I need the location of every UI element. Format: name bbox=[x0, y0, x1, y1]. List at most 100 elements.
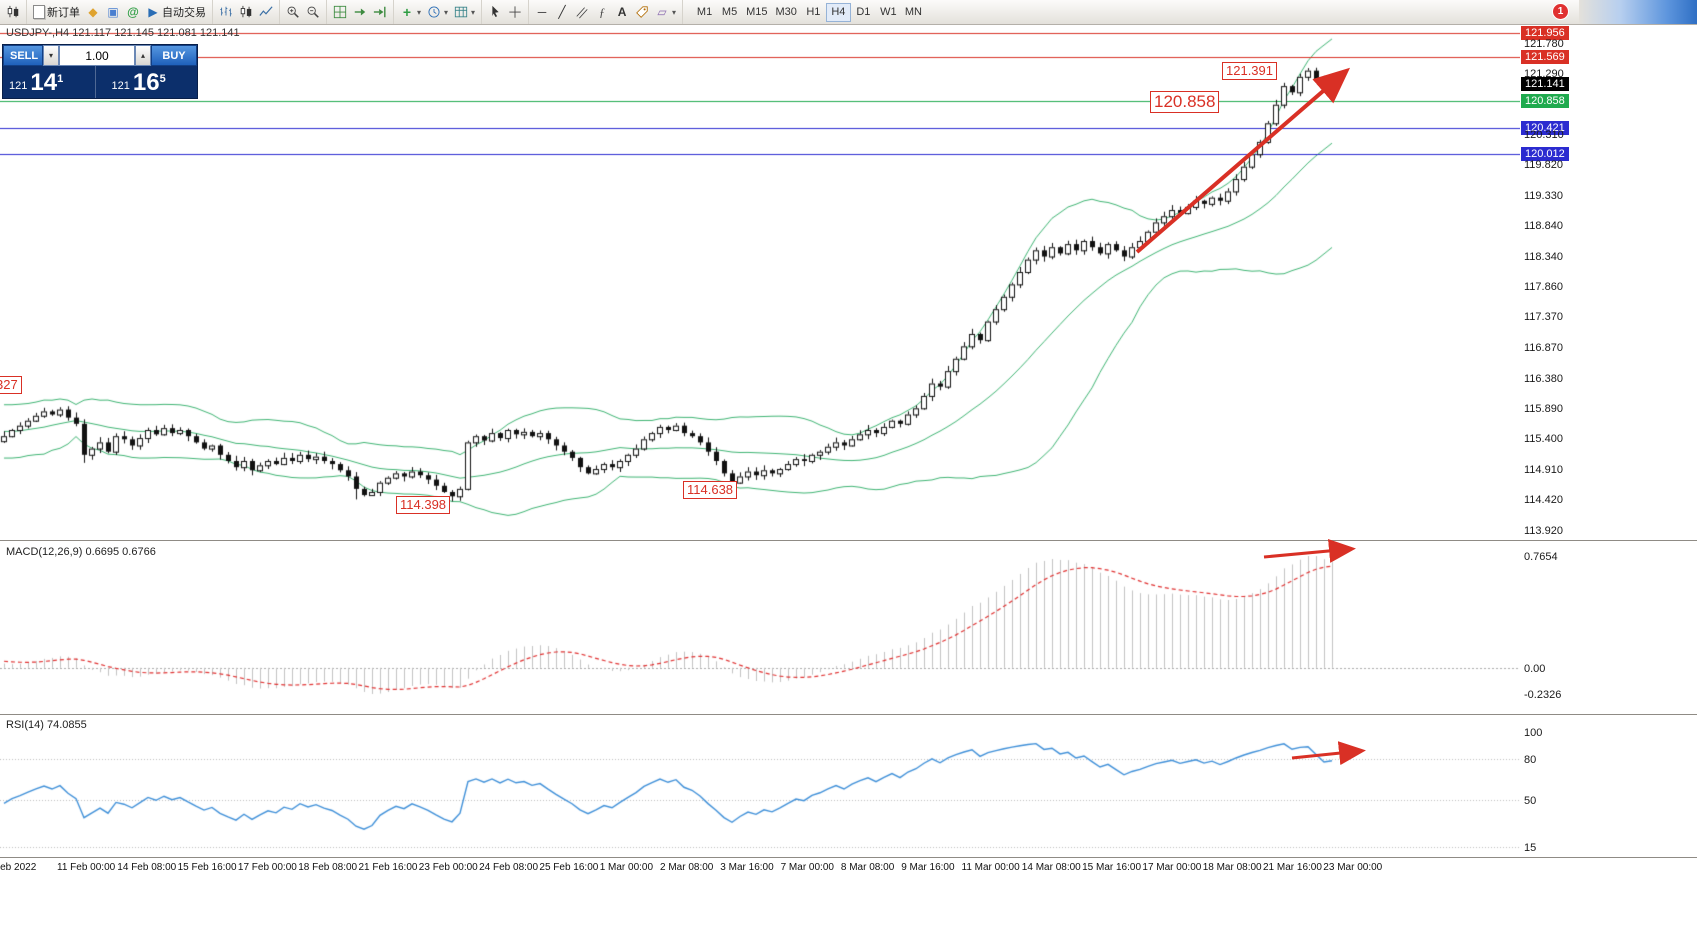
panel-separator[interactable] bbox=[0, 714, 1697, 717]
time-axis-label: 23 Feb 00:00 bbox=[418, 862, 478, 873]
timeframe-h1[interactable]: H1 bbox=[801, 3, 826, 22]
profiles-button[interactable]: ▣ bbox=[103, 2, 123, 22]
zoom-out-button[interactable] bbox=[303, 2, 323, 22]
price-axis-label: 115.400 bbox=[1524, 433, 1563, 446]
price-axis-label: 118.340 bbox=[1524, 251, 1563, 264]
sell-button[interactable]: SELL bbox=[3, 45, 43, 66]
trend-line-icon: ╱ bbox=[558, 5, 566, 19]
price-level-label-red: 121.956 bbox=[1521, 26, 1569, 41]
price-level-label-blue: 120.012 bbox=[1521, 146, 1569, 161]
line-chart-icon bbox=[259, 6, 273, 16]
auto-scroll-button[interactable] bbox=[350, 2, 370, 22]
new-document-icon bbox=[33, 5, 45, 19]
chart-annotation-label[interactable]: 327 bbox=[0, 376, 22, 394]
shapes-button[interactable]: ▱ ▾ bbox=[652, 2, 679, 22]
current-price-label: 121.141 bbox=[1521, 76, 1569, 91]
buy-button[interactable]: BUY bbox=[151, 45, 197, 66]
chart-annotation-label[interactable]: 121.391 bbox=[1222, 62, 1277, 80]
timeframe-m5[interactable]: M5 bbox=[717, 3, 742, 22]
time-axis-label: 18 Mar 08:00 bbox=[1202, 862, 1262, 873]
sell-price-pip: 1 bbox=[57, 73, 64, 85]
crosshair-button[interactable] bbox=[505, 2, 525, 22]
timeframe-h4[interactable]: H4 bbox=[825, 2, 851, 22]
notification-badge[interactable]: 1 bbox=[1552, 3, 1569, 20]
channel-icon bbox=[576, 7, 588, 19]
rsi-panel-canvas[interactable] bbox=[0, 716, 1520, 857]
zoom-in-button[interactable] bbox=[283, 2, 303, 22]
chart-window-button[interactable] bbox=[3, 2, 23, 22]
channel-button[interactable] bbox=[572, 2, 592, 22]
volume-increase-button[interactable]: ▴ bbox=[135, 45, 151, 66]
price-axis-label: 113.920 bbox=[1524, 525, 1563, 537]
toolbar-groups: 新订单 ◆ ▣ @ ▶ 自动交易 + ▾ ▾ ▾ ─ ╱ ƒ A ▱ ▾ bbox=[0, 0, 684, 24]
panel-separator[interactable] bbox=[0, 857, 1697, 860]
favorites-button[interactable]: ◆ bbox=[83, 2, 103, 22]
rsi-axis-label: 15 bbox=[1524, 841, 1537, 854]
panel-separator[interactable] bbox=[0, 540, 1697, 543]
timeframe-mn[interactable]: MN bbox=[901, 3, 926, 22]
time-axis-label: 7 Mar 00:00 bbox=[780, 862, 834, 873]
time-axis-label: 17 Feb 00:00 bbox=[237, 862, 297, 873]
tile-windows-button[interactable] bbox=[330, 2, 350, 22]
price-chart-canvas[interactable] bbox=[0, 24, 1520, 540]
grid-icon bbox=[454, 6, 468, 18]
timeframe-m30[interactable]: M30 bbox=[771, 3, 800, 22]
label-button[interactable] bbox=[632, 2, 652, 22]
time-axis-label: 9 Mar 16:00 bbox=[901, 862, 955, 873]
auto-trading-button[interactable]: ▶ 自动交易 bbox=[143, 2, 209, 22]
chevron-down-icon: ▾ bbox=[672, 7, 677, 17]
auto-scroll-icon bbox=[354, 8, 366, 16]
timeframe-m1[interactable]: M1 bbox=[692, 3, 717, 22]
diamond-icon: ◆ bbox=[88, 5, 98, 19]
tile-windows-icon bbox=[333, 5, 347, 19]
chart-bars-button[interactable] bbox=[216, 2, 236, 22]
toolbar-group bbox=[482, 0, 530, 24]
timeframe-m15[interactable]: M15 bbox=[742, 3, 771, 22]
profiles-icon: ▣ bbox=[107, 5, 119, 19]
price-axis-label: 120.310 bbox=[1524, 129, 1564, 142]
volume-input[interactable] bbox=[59, 45, 135, 66]
macd-axis-max: 0.7654 bbox=[1524, 551, 1558, 563]
crosshair-icon bbox=[509, 6, 521, 18]
toolbar-group bbox=[0, 0, 27, 24]
chart-annotation-label[interactable]: 114.638 bbox=[683, 481, 738, 499]
play-icon: ▶ bbox=[148, 5, 158, 19]
timeframe-w1[interactable]: W1 bbox=[876, 3, 901, 22]
chart-annotation-label[interactable]: 114.398 bbox=[396, 496, 451, 514]
macd-axis-zero: 0.00 bbox=[1524, 662, 1546, 675]
text-button[interactable]: A bbox=[612, 2, 632, 22]
chevron-down-icon: ▾ bbox=[417, 7, 422, 17]
price-level-label-green: 120.858 bbox=[1521, 94, 1569, 109]
indicators-button[interactable]: + ▾ bbox=[397, 2, 424, 22]
new-order-button[interactable]: 新订单 bbox=[30, 2, 83, 22]
one-click-trading-panel: SELL ▾ ▴ BUY 121 14 1 121 16 5 bbox=[2, 44, 198, 99]
horizontal-line-icon: ─ bbox=[537, 5, 547, 19]
toolbar-group: 新订单 ◆ ▣ @ ▶ 自动交易 bbox=[27, 0, 213, 24]
chart-candles-button[interactable] bbox=[236, 2, 256, 22]
candlestick-icon bbox=[240, 5, 252, 18]
timeframe-d1[interactable]: D1 bbox=[851, 3, 876, 22]
periods-button[interactable]: ▾ bbox=[424, 2, 451, 22]
chart-annotation-label[interactable]: 120.858 bbox=[1150, 91, 1220, 114]
macd-panel-canvas[interactable] bbox=[0, 542, 1520, 714]
time-axis-label: 2 Mar 08:00 bbox=[660, 862, 714, 873]
buy-price[interactable]: 121 16 5 bbox=[94, 66, 198, 98]
toolbar-group bbox=[213, 0, 280, 24]
cursor-button[interactable] bbox=[485, 2, 505, 22]
price-scale[interactable]: 0.7654 0.00 -0.2326 121.956 121.780 121.56… bbox=[1520, 24, 1697, 878]
fibonacci-icon: ƒ bbox=[599, 5, 606, 19]
time-axis-label: 15 Mar 16:00 bbox=[1082, 862, 1142, 873]
price-axis-label: 118.840 bbox=[1524, 220, 1563, 233]
horizontal-line-button[interactable]: ─ bbox=[532, 2, 552, 22]
sell-price[interactable]: 121 14 1 bbox=[3, 66, 95, 98]
trend-line-button[interactable]: ╱ bbox=[552, 2, 572, 22]
price-level-label-red: 121.569 bbox=[1521, 50, 1569, 65]
volume-decrease-button[interactable]: ▾ bbox=[43, 45, 59, 66]
fibonacci-button[interactable]: ƒ bbox=[592, 2, 612, 22]
templates-button[interactable]: ▾ bbox=[451, 2, 478, 22]
chart-shift-button[interactable] bbox=[370, 2, 390, 22]
chart-line-button[interactable] bbox=[256, 2, 276, 22]
alerts-button[interactable]: @ bbox=[123, 2, 143, 22]
